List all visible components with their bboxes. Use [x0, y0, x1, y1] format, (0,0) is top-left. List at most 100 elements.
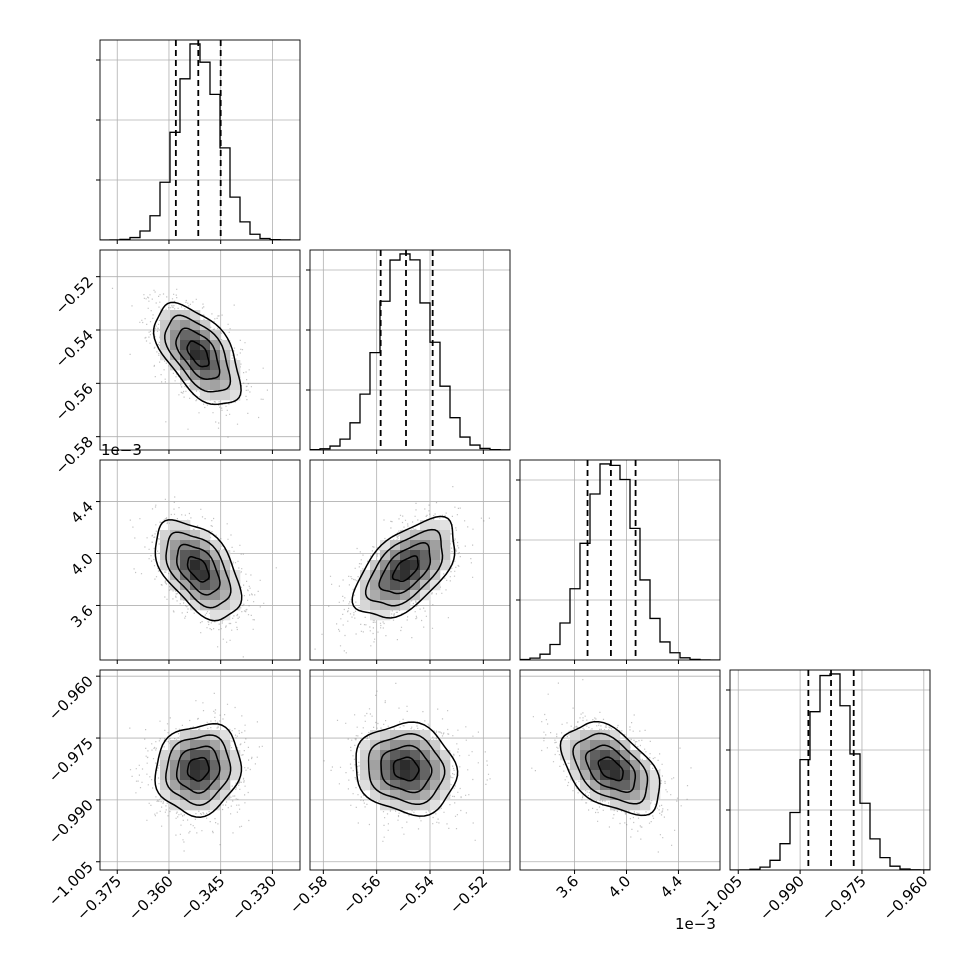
x-tick-label: −0.360 [125, 872, 177, 924]
density-cell [170, 350, 181, 361]
density-cell [420, 750, 431, 761]
density-cell [610, 760, 621, 771]
density-cell [430, 790, 441, 801]
density-cell [410, 560, 421, 571]
density-cell [170, 320, 181, 331]
density-cell [380, 600, 391, 611]
density-cell [440, 780, 451, 791]
density-cell [430, 750, 441, 761]
density-cell [200, 790, 211, 801]
density-cell [220, 780, 231, 791]
density-cell [190, 580, 201, 591]
density-cell [400, 560, 411, 571]
density-cell [220, 370, 231, 381]
density-cell [430, 800, 441, 811]
panel-frame [99, 669, 301, 871]
density-cell [440, 550, 451, 561]
density-cell [170, 330, 181, 341]
density-cell [210, 360, 221, 371]
density-cell [210, 770, 221, 781]
density-cell [650, 780, 661, 791]
density-cell [440, 770, 451, 781]
density-cell [410, 550, 421, 561]
density-cell [190, 570, 201, 581]
panel-frame [309, 249, 511, 451]
density-cell [390, 800, 401, 811]
contour-line [165, 531, 232, 609]
density-cell [220, 610, 231, 621]
density-cell [570, 750, 581, 761]
density-cell [390, 750, 401, 761]
density-cell [220, 790, 231, 801]
density-cell [590, 750, 601, 761]
panel-1-1 [306, 249, 511, 454]
density-cell [190, 740, 201, 751]
density-cell [200, 550, 211, 561]
density-cell [580, 730, 591, 741]
contour-line [597, 756, 624, 782]
density-cell [180, 800, 191, 811]
density-cell [370, 750, 381, 761]
density-cell [590, 740, 601, 751]
density-cell [200, 760, 211, 771]
density-cell [220, 360, 231, 371]
density-cell [160, 750, 171, 761]
density-cell [630, 760, 641, 771]
density-cell [430, 780, 441, 791]
contour-line [175, 327, 221, 380]
density-cell [180, 310, 191, 321]
density-cell [170, 580, 181, 591]
density-cell [180, 340, 191, 351]
panel-0-0 [96, 39, 301, 244]
density-cell [630, 800, 641, 811]
density-cell [430, 540, 441, 551]
density-cell [210, 600, 221, 611]
density-cell [160, 790, 171, 801]
density-cell [600, 750, 611, 761]
density-cell [200, 320, 211, 331]
density-cell [230, 750, 241, 761]
density-cell [160, 770, 171, 781]
panel-1-0 [96, 249, 301, 454]
density-cell [430, 560, 441, 571]
density-cell [210, 550, 221, 561]
density-cell [400, 770, 411, 781]
density-cell [630, 790, 641, 801]
density-cell [410, 570, 421, 581]
density-cell [220, 590, 231, 601]
density-cell [410, 770, 421, 781]
density-cell [200, 330, 211, 341]
density-cell [160, 340, 171, 351]
density-cell [190, 790, 201, 801]
density-cell [400, 530, 411, 541]
density-cell [400, 580, 411, 591]
contour-line [186, 340, 210, 368]
density-cell [440, 750, 451, 761]
density-cell [400, 540, 411, 551]
panel-frame [729, 669, 931, 871]
y-tick-label: 3.6 [67, 602, 97, 632]
panel-3-0 [96, 669, 301, 874]
y-tick-label: −0.960 [45, 672, 97, 724]
density-cell [610, 790, 621, 801]
contour-line [584, 744, 637, 793]
density-cell [230, 390, 241, 401]
density-cell [210, 350, 221, 361]
density-cell [370, 780, 381, 791]
x-tick-label: −0.345 [177, 872, 229, 924]
density-cell [230, 580, 241, 591]
density-cell [160, 530, 171, 541]
panel-2-1 [309, 459, 511, 664]
density-cell [220, 760, 231, 771]
density-cell [610, 770, 621, 781]
density-cell [400, 750, 411, 761]
density-cell [370, 560, 381, 571]
density-cell [190, 560, 201, 571]
density-cell [380, 770, 391, 781]
panel-frame [519, 459, 721, 661]
density-cell [220, 770, 231, 781]
density-cell [200, 800, 211, 811]
y-tick-label: −0.975 [45, 734, 97, 786]
density-cell [200, 390, 211, 401]
x-offset-label: 1e−3 [675, 915, 716, 933]
